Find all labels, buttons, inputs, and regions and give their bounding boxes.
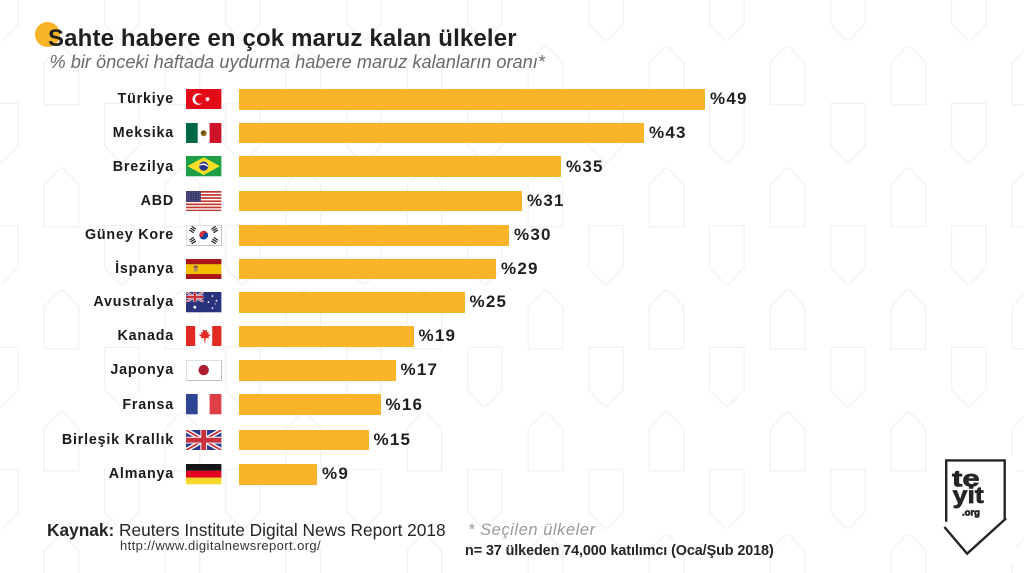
svg-text:yit: yit xyxy=(953,482,984,508)
svg-text:te: te xyxy=(952,465,980,491)
svg-text:.org: .org xyxy=(962,507,980,518)
